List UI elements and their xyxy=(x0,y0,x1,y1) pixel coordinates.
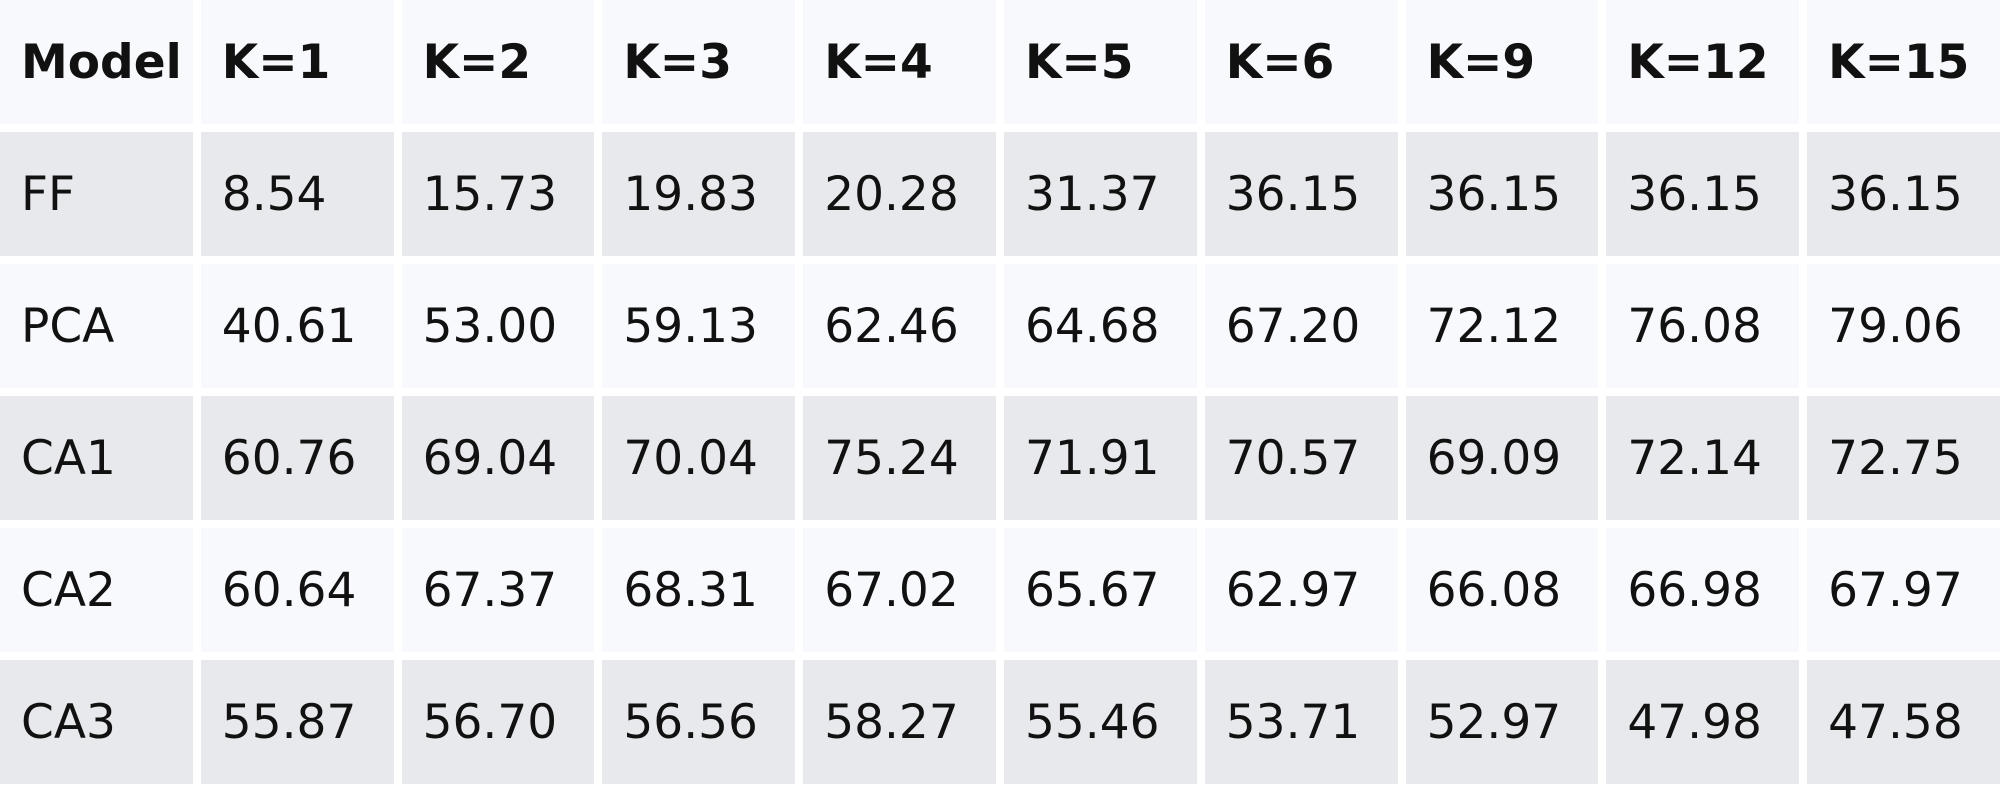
table-cell: 70.04 xyxy=(602,396,796,520)
column-header: K=4 xyxy=(803,0,996,124)
table-cell: 36.15 xyxy=(1807,132,2000,256)
table-cell: 75.24 xyxy=(803,396,996,520)
table-cell: 52.97 xyxy=(1405,660,1599,784)
column-header: K=3 xyxy=(602,0,796,124)
table-cell: 62.97 xyxy=(1204,528,1398,652)
table-cell: 55.46 xyxy=(1003,660,1197,784)
column-header: K=12 xyxy=(1606,0,1800,124)
table-cell-model: CA2 xyxy=(0,528,193,652)
column-header: K=15 xyxy=(1807,0,2000,124)
table-cell: 53.00 xyxy=(401,264,595,388)
table-cell: 53.71 xyxy=(1204,660,1398,784)
table-cell: 65.67 xyxy=(1003,528,1197,652)
table-cell: 20.28 xyxy=(803,132,996,256)
table-cell: 55.87 xyxy=(200,660,394,784)
column-header: K=2 xyxy=(401,0,595,124)
column-header: K=9 xyxy=(1405,0,1599,124)
table-cell-model: CA3 xyxy=(0,660,193,784)
table-cell: 36.15 xyxy=(1204,132,1398,256)
table-row: CA2 60.64 67.37 68.31 67.02 65.67 62.97 … xyxy=(0,528,2000,652)
column-header: K=1 xyxy=(200,0,394,124)
table-cell: 72.12 xyxy=(1405,264,1599,388)
column-header: K=6 xyxy=(1204,0,1398,124)
table-header-row: Model K=1 K=2 K=3 K=4 K=5 K=6 K=9 K=12 K… xyxy=(0,0,2000,124)
table-cell: 62.46 xyxy=(803,264,996,388)
table-cell: 66.98 xyxy=(1606,528,1800,652)
table-row: FF 8.54 15.73 19.83 20.28 31.37 36.15 36… xyxy=(0,132,2000,256)
table-cell: 56.56 xyxy=(602,660,796,784)
table-cell: 60.64 xyxy=(200,528,394,652)
table-cell: 71.91 xyxy=(1003,396,1197,520)
table-cell: 69.09 xyxy=(1405,396,1599,520)
table-cell: 8.54 xyxy=(200,132,394,256)
table-cell: 19.83 xyxy=(602,132,796,256)
table-cell: 58.27 xyxy=(803,660,996,784)
table-cell: 60.76 xyxy=(200,396,394,520)
column-header: Model xyxy=(0,0,193,124)
table-cell-model: CA1 xyxy=(0,396,193,520)
table-cell-model: PCA xyxy=(0,264,193,388)
table-row: CA1 60.76 69.04 70.04 75.24 71.91 70.57 … xyxy=(0,396,2000,520)
table-cell: 59.13 xyxy=(602,264,796,388)
table-cell: 70.57 xyxy=(1204,396,1398,520)
table-cell-model: FF xyxy=(0,132,193,256)
table-cell: 67.37 xyxy=(401,528,595,652)
table-cell: 72.14 xyxy=(1606,396,1800,520)
table-cell: 15.73 xyxy=(401,132,595,256)
table-cell: 68.31 xyxy=(602,528,796,652)
table-cell: 67.20 xyxy=(1204,264,1398,388)
table-cell: 36.15 xyxy=(1606,132,1800,256)
table-cell: 36.15 xyxy=(1405,132,1599,256)
table-row: PCA 40.61 53.00 59.13 62.46 64.68 67.20 … xyxy=(0,264,2000,388)
column-header: K=5 xyxy=(1003,0,1197,124)
table-cell: 69.04 xyxy=(401,396,595,520)
table-cell: 72.75 xyxy=(1807,396,2000,520)
table-cell: 66.08 xyxy=(1405,528,1599,652)
table-cell: 40.61 xyxy=(200,264,394,388)
table-cell: 47.58 xyxy=(1807,660,2000,784)
table-row: CA3 55.87 56.70 56.56 58.27 55.46 53.71 … xyxy=(0,660,2000,784)
table-cell: 47.98 xyxy=(1606,660,1800,784)
table-cell: 67.97 xyxy=(1807,528,2000,652)
table-cell: 67.02 xyxy=(803,528,996,652)
table-cell: 31.37 xyxy=(1003,132,1197,256)
table-cell: 79.06 xyxy=(1807,264,2000,388)
table-cell: 64.68 xyxy=(1003,264,1197,388)
table-cell: 76.08 xyxy=(1606,264,1800,388)
table-cell: 56.70 xyxy=(401,660,595,784)
